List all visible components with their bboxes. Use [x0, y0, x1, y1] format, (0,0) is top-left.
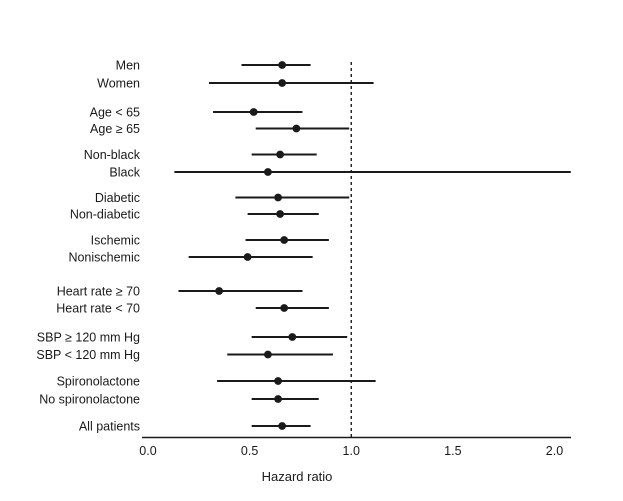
row-label-no-spironolactone: No spironolactone	[39, 392, 140, 406]
row-label-nonischemic: Nonischemic	[68, 250, 140, 264]
row-label-women: Women	[97, 76, 140, 90]
row-label-non-diabetic: Non-diabetic	[70, 207, 140, 221]
row-label-ischemic: Ischemic	[91, 233, 140, 247]
x-axis-title: Hazard ratio	[262, 469, 333, 484]
row-label-all-patients: All patients	[79, 419, 140, 433]
row-label-sbp-120-mm-hg: SBP ≥ 120 mm Hg	[37, 330, 140, 344]
row-label-diabetic: Diabetic	[95, 191, 140, 205]
point-marker-sbp-120-mm-hg	[288, 333, 297, 341]
x-tick-label-0.5: 0.5	[241, 444, 258, 458]
plot-generated-layer: Men Women Age < 65 Age ≥ 65 Non-black Black Di…	[36, 58, 571, 458]
x-tick-label-0.0: 0.0	[139, 444, 156, 458]
row-label-heart-rate-70: Heart rate < 70	[56, 301, 140, 315]
x-tick-label-1.5: 1.5	[444, 444, 461, 458]
row-label-black: Black	[109, 165, 140, 179]
row-label-age-65: Age < 65	[90, 105, 140, 119]
point-marker-no-spironolactone	[274, 395, 282, 403]
x-tick-label-1.0: 1.0	[343, 444, 360, 458]
row-label-spironolactone: Spironolactone	[57, 374, 140, 388]
row-label-sbp-120-mm-hg: SBP < 120 mm Hg	[36, 348, 140, 362]
row-label-age-65: Age ≥ 65	[90, 122, 140, 136]
row-label-non-black: Non-black	[84, 148, 141, 162]
point-marker-women	[278, 79, 287, 87]
x-tick-label-2.0: 2.0	[546, 444, 563, 458]
row-label-heart-rate-70: Heart rate ≥ 70	[57, 284, 140, 298]
point-marker-non-diabetic	[276, 210, 285, 218]
row-label-men: Men	[116, 58, 140, 72]
point-marker-men	[278, 61, 287, 69]
point-marker-age-65	[249, 108, 258, 116]
point-marker-non-black	[276, 150, 285, 159]
point-marker-heart-rate-70	[280, 304, 289, 312]
point-marker-nonischemic	[243, 253, 252, 261]
point-marker-ischemic	[280, 236, 289, 244]
point-marker-all-patients	[278, 422, 287, 430]
point-marker-heart-rate-70	[215, 287, 224, 295]
point-marker-spironolactone	[274, 377, 282, 385]
point-marker-sbp-120-mm-hg	[264, 350, 272, 359]
point-marker-black	[264, 168, 272, 176]
point-marker-age-65	[292, 124, 301, 133]
point-marker-diabetic	[274, 193, 282, 202]
